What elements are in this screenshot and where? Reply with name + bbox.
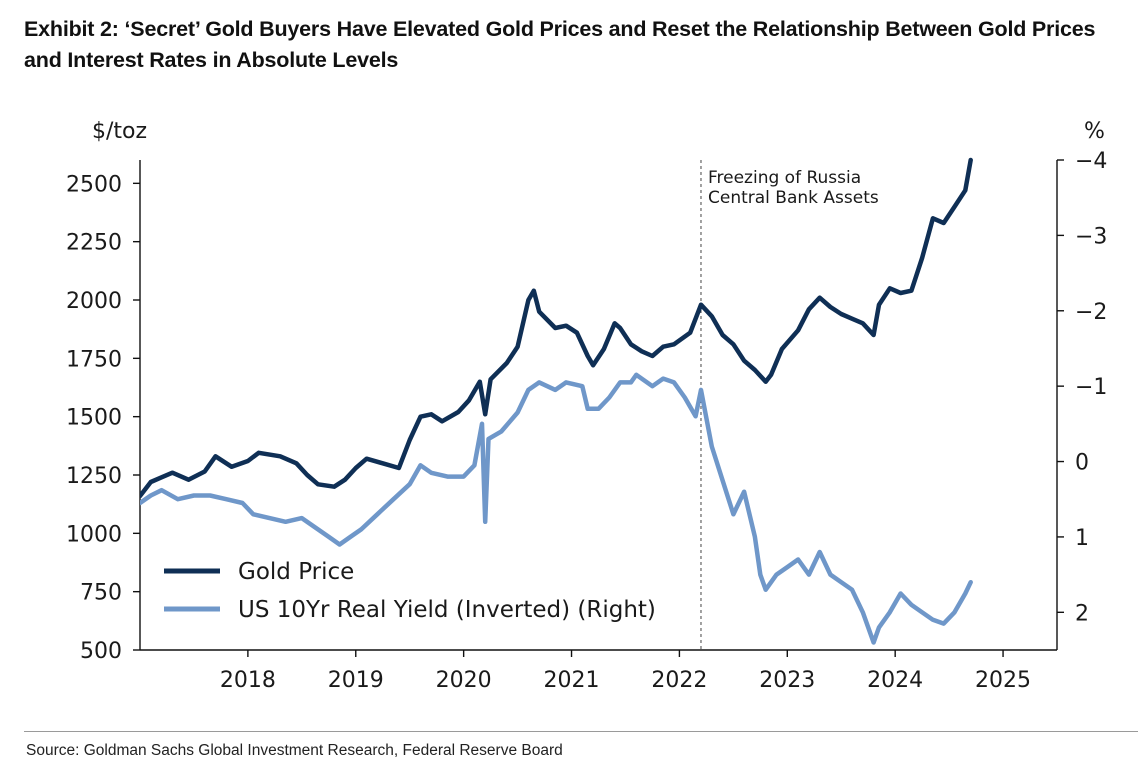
left-tick-label: 1250 [66, 464, 122, 489]
legend: Gold Price US 10Yr Real Yield (Inverted) … [164, 559, 656, 623]
x-tick-label: 2022 [651, 668, 707, 693]
right-tick-label: −1 [1075, 375, 1107, 400]
x-tick-label: 2018 [220, 668, 276, 693]
real-yield-line [140, 372, 973, 645]
right-tick-label: 2 [1075, 601, 1089, 626]
x-tick-label: 2025 [975, 668, 1031, 693]
left-tick-label: 1000 [66, 522, 122, 547]
left-tick-label: 2500 [66, 172, 122, 197]
left-tick-label: 500 [80, 639, 122, 664]
right-tick-label: 1 [1075, 526, 1089, 551]
left-tick-label: 750 [80, 581, 122, 606]
left-tick-label: 2250 [66, 231, 122, 256]
annotation-text: Freezing of Russia [708, 168, 861, 188]
right-tick-label: 0 [1075, 451, 1089, 476]
legend-label: Gold Price [238, 559, 354, 585]
right-tick-label: −3 [1075, 224, 1107, 249]
left-tick-label: 2000 [66, 289, 122, 314]
right-tick-label: −4 [1075, 149, 1107, 174]
right-axis-label: % [1084, 119, 1105, 144]
footer-divider [24, 731, 1138, 732]
chart-title: Exhibit 2: ‘Secret’ Gold Buyers Have Ele… [24, 17, 1096, 72]
left-axis-label: $/toz [92, 119, 147, 144]
gold-price-line [140, 157, 973, 499]
legend-label: US 10Yr Real Yield (Inverted) (Right) [238, 597, 656, 623]
x-tick-label: 2024 [867, 668, 923, 693]
right-tick-label: −2 [1075, 300, 1107, 325]
axes: $/toz % 500 750 1000 1250 1500 1750 2000 2250 2500… [66, 119, 1107, 693]
annotation-text: Central Bank Assets [708, 188, 879, 208]
left-tick-label: 1750 [66, 347, 122, 372]
source-note: Source: Goldman Sachs Global Investment … [26, 742, 563, 759]
x-tick-label: 2023 [759, 668, 815, 693]
x-tick-label: 2021 [544, 668, 600, 693]
left-tick-label: 1500 [66, 406, 122, 431]
x-tick-label: 2019 [328, 668, 384, 693]
x-tick-label: 2020 [436, 668, 492, 693]
series-lines [140, 157, 973, 645]
